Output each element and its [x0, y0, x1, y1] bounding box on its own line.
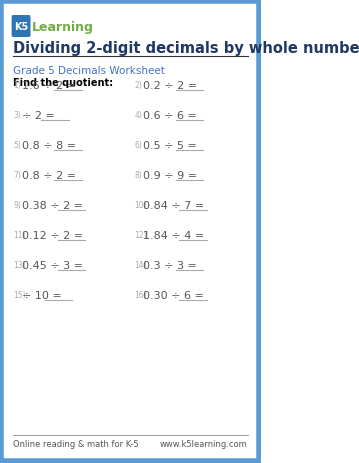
Text: 0.2 ÷ 2 =: 0.2 ÷ 2 =: [143, 81, 201, 91]
Text: Online reading & math for K-5: Online reading & math for K-5: [13, 439, 139, 448]
Text: 6): 6): [134, 141, 142, 150]
Text: 14): 14): [134, 260, 147, 269]
Text: 1.6 ÷ 2 =: 1.6 ÷ 2 =: [22, 81, 79, 91]
Text: 8): 8): [134, 171, 142, 180]
Text: 12): 12): [134, 231, 147, 239]
Text: 0.45 ÷ 3 =: 0.45 ÷ 3 =: [22, 260, 86, 270]
Text: 0.30 ÷ 6 =: 0.30 ÷ 6 =: [143, 290, 208, 300]
Text: K5: K5: [14, 22, 28, 32]
Text: 16): 16): [134, 290, 147, 300]
Text: Grade 5 Decimals Worksheet: Grade 5 Decimals Worksheet: [13, 66, 165, 76]
Text: 9): 9): [13, 200, 21, 210]
Text: 15): 15): [13, 290, 26, 300]
Text: 0.12 ÷ 2 =: 0.12 ÷ 2 =: [22, 231, 87, 240]
Text: ÷ 2 =: ÷ 2 =: [22, 111, 58, 121]
Text: 0.9 ÷ 9 =: 0.9 ÷ 9 =: [143, 171, 201, 181]
Text: 11): 11): [13, 231, 25, 239]
Text: Learning: Learning: [32, 20, 94, 33]
Text: 4): 4): [134, 111, 142, 120]
Text: 10): 10): [134, 200, 147, 210]
Text: 0.5 ÷ 5 =: 0.5 ÷ 5 =: [143, 141, 200, 150]
Text: 7): 7): [13, 171, 21, 180]
Text: 0.38 ÷ 2 =: 0.38 ÷ 2 =: [22, 200, 87, 211]
Text: 2): 2): [134, 81, 142, 90]
Text: 1): 1): [13, 81, 21, 90]
Text: 1.84 ÷ 4 =: 1.84 ÷ 4 =: [143, 231, 208, 240]
Text: ÷ 10 =: ÷ 10 =: [22, 290, 65, 300]
Text: 0.8 ÷ 2 =: 0.8 ÷ 2 =: [22, 171, 79, 181]
Text: 0.6 ÷ 6 =: 0.6 ÷ 6 =: [143, 111, 200, 121]
Text: 13): 13): [13, 260, 26, 269]
Text: 5): 5): [13, 141, 21, 150]
Text: Dividing 2-digit decimals by whole numbers: Dividing 2-digit decimals by whole numbe…: [13, 41, 359, 56]
Text: 0.3 ÷ 3 =: 0.3 ÷ 3 =: [143, 260, 200, 270]
Text: 3): 3): [13, 111, 21, 120]
FancyBboxPatch shape: [11, 16, 31, 38]
FancyBboxPatch shape: [1, 2, 259, 461]
FancyBboxPatch shape: [7, 10, 253, 453]
Text: 0.8 ÷ 8 =: 0.8 ÷ 8 =: [22, 141, 79, 150]
Text: 0.84 ÷ 7 =: 0.84 ÷ 7 =: [143, 200, 208, 211]
Text: Find the quotient:: Find the quotient:: [13, 78, 113, 88]
Text: www.k5learning.com: www.k5learning.com: [160, 439, 248, 448]
